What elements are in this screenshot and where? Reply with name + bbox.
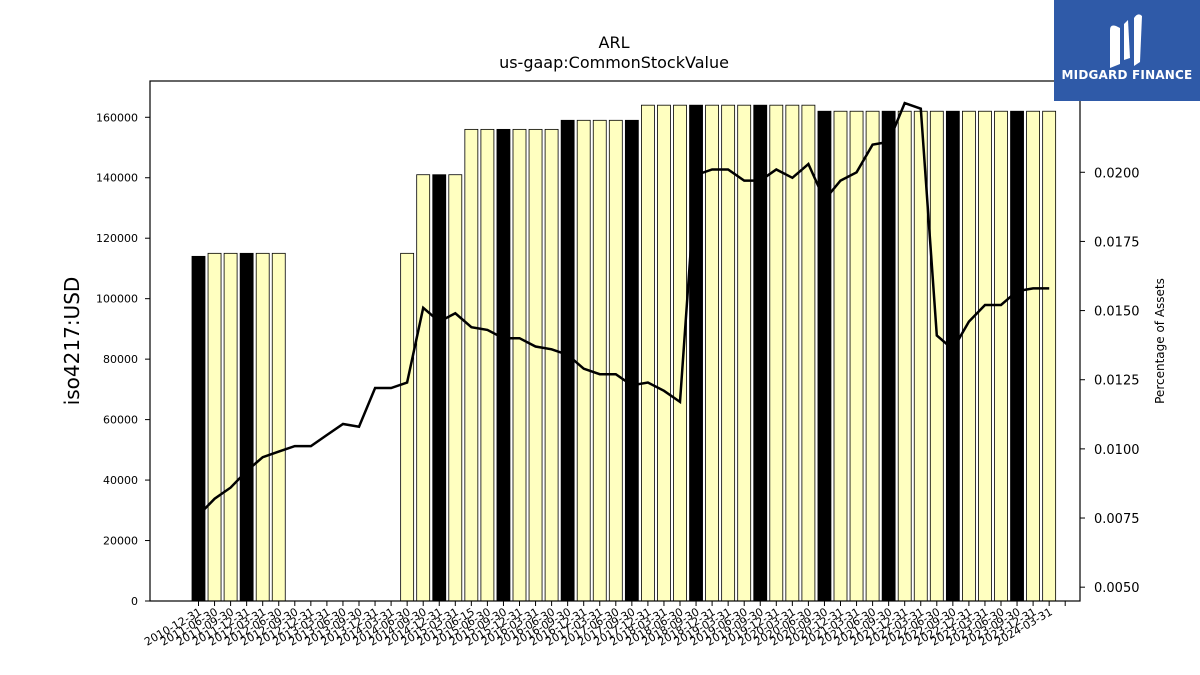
bar: [785, 104, 800, 602]
bar: [849, 110, 864, 602]
bar: [560, 119, 575, 602]
bar: [929, 110, 944, 602]
bar: [657, 104, 671, 602]
y-tick-label: 120000: [96, 232, 138, 245]
line-layer: [197, 101, 1050, 517]
bar: [400, 252, 415, 602]
y-tick-label: 0: [131, 595, 138, 608]
bar: [897, 110, 912, 602]
y-axis-label: iso4217:USD: [60, 277, 84, 406]
y2-tick-label: 0.0150: [1094, 305, 1140, 320]
y2-tick-label: 0.0100: [1094, 443, 1140, 458]
y-tick-label: 100000: [96, 293, 138, 306]
y-tick-label: 20000: [103, 535, 138, 548]
bar: [512, 128, 527, 602]
bar: [207, 252, 222, 602]
bar: [416, 174, 431, 602]
y2-tick-label: 0.0050: [1094, 581, 1140, 596]
bar: [865, 110, 880, 602]
bar: [624, 119, 639, 602]
y-axis-right: 0.0050 0.0075 0.0100 0.0125 0.0150 0.0175 0.02…: [1080, 166, 1140, 596]
y-tick-label: 40000: [103, 474, 138, 487]
bar: [544, 128, 559, 602]
x-axis: 2010-12-312011-06-302011-09-302011-12-31…: [142, 601, 1066, 649]
y2-tick-label: 0.0200: [1094, 166, 1140, 181]
y-tick-label: 60000: [103, 414, 138, 427]
bar: [464, 128, 479, 602]
bar: [945, 110, 960, 602]
bar: [496, 128, 511, 602]
bar: [255, 252, 270, 602]
bar: [978, 110, 992, 602]
logo-text: MIDGARD FINANCE: [1061, 68, 1193, 82]
bar: [1042, 110, 1057, 602]
bar: [576, 119, 591, 602]
bar: [239, 252, 254, 602]
bar: [432, 174, 447, 602]
y-tick-label: 140000: [96, 172, 138, 185]
bar: [962, 110, 976, 602]
bar: [592, 119, 607, 602]
y-tick-label: 80000: [103, 353, 138, 366]
y2-tick-label: 0.0125: [1094, 374, 1140, 389]
bar: [801, 104, 816, 602]
bar: [881, 110, 896, 602]
series-line: [197, 101, 1050, 517]
bar: [769, 104, 784, 602]
bar: [448, 174, 463, 602]
y-tick-label: 160000: [96, 111, 138, 124]
y2-tick-label: 0.0075: [1094, 512, 1140, 527]
chart-subtitle: us-gaap:CommonStockValue: [499, 53, 729, 72]
bar: [191, 255, 206, 602]
bar: [480, 128, 495, 602]
bar: [994, 110, 1008, 602]
bar: [528, 128, 543, 602]
bar: [721, 104, 736, 602]
bar: [1010, 110, 1024, 602]
bar: [271, 252, 286, 602]
bar: [223, 252, 238, 602]
brand-logo: MIDGARD FINANCE: [1054, 0, 1200, 101]
y2-tick-label: 0.0175: [1094, 235, 1140, 250]
plot-frame: [149, 80, 1081, 602]
chart-title: ARL: [599, 33, 630, 52]
bar: [705, 104, 719, 602]
bar: [1026, 110, 1040, 602]
bar: [641, 104, 655, 602]
bar: [817, 110, 832, 602]
bar: [608, 119, 623, 602]
y2-axis-label: Percentage of Assets: [1153, 278, 1167, 404]
y-axis-left: 0 20000 40000 60000 80000 100000 120000 140000 1…: [96, 111, 150, 608]
logo-mark-icon: [1110, 14, 1142, 68]
